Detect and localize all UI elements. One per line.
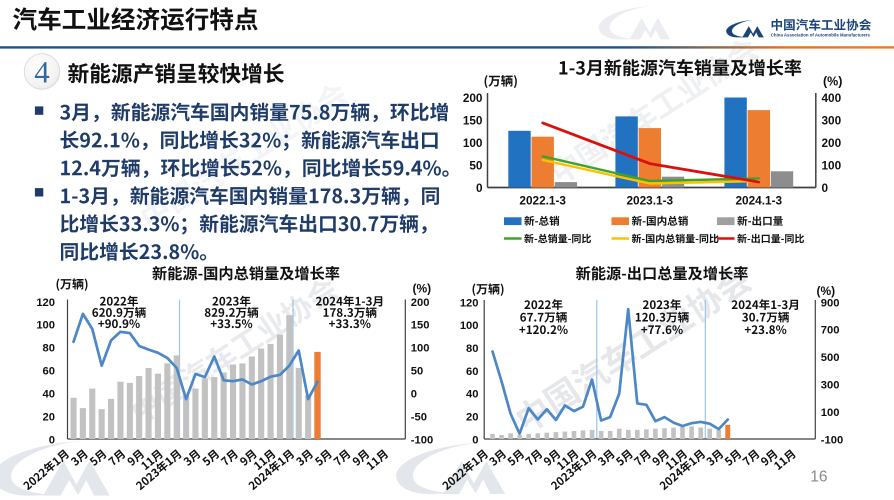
- svg-text:200: 200: [463, 91, 483, 105]
- svg-text:2022.1-3: 2022.1-3: [519, 194, 566, 208]
- svg-text:-50: -50: [411, 411, 427, 423]
- svg-text:(%): (%): [413, 282, 432, 296]
- svg-text:60: 60: [43, 366, 55, 378]
- svg-text:200: 200: [411, 297, 430, 309]
- svg-text:0: 0: [49, 434, 55, 446]
- svg-text:150: 150: [411, 320, 430, 332]
- svg-text:(%): (%): [817, 284, 836, 298]
- svg-text:100: 100: [460, 320, 479, 332]
- svg-text:40: 40: [466, 389, 478, 401]
- svg-text:20: 20: [466, 412, 478, 424]
- svg-text:-100: -100: [411, 434, 433, 446]
- svg-text:500: 500: [821, 352, 840, 364]
- svg-text:20: 20: [43, 411, 55, 423]
- svg-text:400: 400: [822, 91, 842, 105]
- svg-text:0: 0: [411, 389, 417, 401]
- svg-text:300: 300: [821, 380, 840, 392]
- svg-text:120: 120: [460, 297, 479, 309]
- svg-text:120: 120: [36, 297, 55, 309]
- svg-text:China Association of Automobil: China Association of Automobile Manufact…: [771, 33, 871, 38]
- svg-text:2023.1-3: 2023.1-3: [627, 194, 674, 208]
- svg-text:50: 50: [411, 366, 423, 378]
- svg-text:100: 100: [463, 136, 483, 150]
- svg-text:80: 80: [466, 343, 478, 355]
- svg-text:100: 100: [36, 320, 55, 332]
- svg-text:0: 0: [472, 434, 478, 446]
- svg-text:200: 200: [822, 136, 842, 150]
- svg-text:2024.1-3: 2024.1-3: [736, 194, 783, 208]
- svg-text:700: 700: [821, 325, 840, 337]
- svg-text:150: 150: [463, 113, 483, 127]
- svg-text:16: 16: [810, 469, 827, 486]
- svg-text:900: 900: [821, 297, 840, 309]
- svg-text:40: 40: [43, 389, 55, 401]
- svg-text:0: 0: [476, 181, 483, 195]
- svg-text:100: 100: [822, 158, 842, 172]
- svg-text:60: 60: [466, 366, 478, 378]
- svg-text:100: 100: [411, 343, 430, 355]
- svg-text:0: 0: [822, 181, 829, 195]
- svg-text:100: 100: [821, 407, 840, 419]
- svg-text:(%): (%): [823, 75, 842, 89]
- svg-text:80: 80: [43, 343, 55, 355]
- svg-text:50: 50: [469, 158, 483, 172]
- svg-text:-100: -100: [821, 434, 843, 446]
- svg-text:300: 300: [822, 113, 842, 127]
